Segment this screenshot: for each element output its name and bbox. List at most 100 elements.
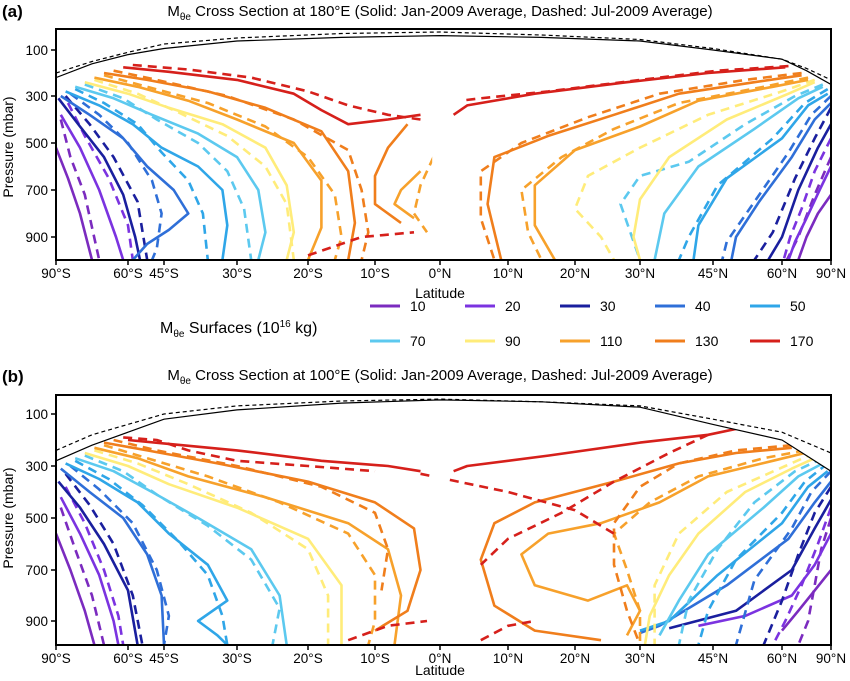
contour-40-jul-nh <box>734 470 831 645</box>
equator-gap <box>432 395 449 645</box>
contour-70-jan-nh <box>658 462 824 637</box>
contour-extra-1 <box>393 170 422 220</box>
x-tick-label: 0°N <box>429 651 452 666</box>
equator-gap <box>432 29 449 260</box>
contour-30-jan-nh <box>767 123 831 260</box>
contour-extra-1 <box>347 619 428 642</box>
contour-170-jul-sh <box>132 63 421 121</box>
x-tick-label: 0°N <box>429 266 452 281</box>
legend-label-90: 90 <box>505 333 521 349</box>
contour-50-jan-nh <box>692 92 829 260</box>
x-tick-label: 60°S <box>113 266 142 281</box>
panel-a-label: (a) <box>2 2 23 21</box>
contour-20-jul-nh <box>771 507 831 645</box>
legend-label-40: 40 <box>695 298 711 314</box>
contour-10-jan-nh <box>780 569 831 632</box>
panel-a-frame <box>55 28 832 261</box>
contour-30-jan-sh <box>57 97 142 260</box>
panel-b-xlabel: Latitude <box>415 662 465 678</box>
tropopause-jul <box>56 31 831 81</box>
contour-40-jul-sh <box>69 464 171 645</box>
x-tick-label: 60°S <box>113 651 142 666</box>
contour-130-jan-nh <box>486 74 802 260</box>
legend: Mθe Surfaces (1016 kg) 10 20 30 40 50 70 90 110… <box>160 298 814 349</box>
y-tick-label: 300 <box>25 459 48 474</box>
stratosphere-mask <box>56 395 831 472</box>
contour-170-jan-sh <box>123 66 421 126</box>
contour-50-jan-sh <box>65 462 229 645</box>
contour-90-jul-nh <box>653 451 816 645</box>
contour-50-jan-nh <box>639 470 829 632</box>
contour-110-jan-sh <box>94 76 323 260</box>
contour-10-jan-sh <box>56 533 96 645</box>
x-tick-label: 10°S <box>360 266 389 281</box>
panel-b-label: (b) <box>2 367 24 386</box>
contour-130-jul-sh <box>113 438 390 591</box>
x-tick-label: 90°N <box>816 266 846 281</box>
contour-170-jan-nh <box>452 66 786 116</box>
panel-a-ylabel: Pressure (mbar) <box>0 96 16 197</box>
legend-label-20: 20 <box>505 298 521 314</box>
panel-a-title: Mθe Cross Section at 180°E (Solid: Jan-2… <box>167 3 712 23</box>
contour-20-jul-sh <box>64 486 125 645</box>
legend-label-170: 170 <box>790 333 814 349</box>
x-tick-label: 90°S <box>41 651 70 666</box>
contour-90-jul-sh <box>94 449 330 645</box>
contour-20-jan-sh <box>59 114 125 260</box>
contour-10-jan-sh <box>56 147 94 260</box>
contour-130-jul-nh <box>612 443 792 645</box>
y-tick-label: 100 <box>25 407 48 422</box>
contour-40-jan-sh <box>59 467 166 645</box>
tropopause-jan <box>56 399 831 472</box>
legend-label-130: 130 <box>695 333 719 349</box>
contour-170-jul-sh <box>123 436 376 473</box>
contour-extra-0 <box>373 123 409 224</box>
contour-90-jul-sh <box>94 78 296 260</box>
panel-b: (b) Mθe Cross Section at 100°E (Solid: J… <box>0 367 846 678</box>
x-tick-label: 60°N <box>767 651 797 666</box>
contour-70-jul-sh <box>84 83 253 260</box>
y-tick-label: 900 <box>25 230 48 245</box>
contour-90-jan-nh <box>632 81 816 260</box>
contour-extra-2 <box>480 619 536 642</box>
contour-30-jul-sh <box>64 95 149 260</box>
x-tick-label: 10°N <box>493 651 523 666</box>
x-tick-label: 90°N <box>816 651 846 666</box>
panel-a-xlabel: Latitude <box>415 285 465 301</box>
contour-130-jul-sh <box>113 69 370 260</box>
x-tick-label: 45°N <box>698 266 728 281</box>
panel-b-ylabel: Pressure (mbar) <box>0 467 16 568</box>
contour-40-jul-sh <box>69 92 163 260</box>
panel-a: (a) Mθe Cross Section at 180°E (Solid: J… <box>0 2 846 301</box>
contour-30-jul-nh <box>753 107 831 260</box>
x-tick-label: 30°S <box>222 266 251 281</box>
contour-40-jul-nh <box>720 95 831 260</box>
y-tick-label: 100 <box>25 43 48 58</box>
legend-items: 10 20 30 40 50 70 90 110 130 170 <box>370 298 814 349</box>
contour-110-jul-nh <box>520 76 809 260</box>
x-tick-label: 20°S <box>293 651 322 666</box>
contour-130-jan-sh <box>103 441 422 632</box>
contour-110-jan-nh <box>533 78 809 260</box>
contour-40-jan-sh <box>60 94 190 260</box>
contour-50-jan-sh <box>65 90 229 260</box>
contour-10-jul-sh <box>59 119 101 260</box>
legend-title: Mθe Surfaces (1016 kg) <box>160 319 317 340</box>
x-tick-label: 20°S <box>293 266 322 281</box>
contour-70-jul-nh <box>677 457 824 645</box>
contour-110-jan-sh <box>94 446 403 645</box>
contour-170-jul-nh <box>460 64 789 102</box>
panel-b-plot-area <box>56 395 831 645</box>
x-tick-label: 45°S <box>149 266 178 281</box>
contour-20-jul-sh <box>66 102 135 260</box>
contour-110-jul-sh <box>103 74 343 260</box>
x-tick-label: 90°S <box>41 266 70 281</box>
contour-extra-0 <box>420 472 615 535</box>
panel-b-y-ticks: 100 300 500 700 900 <box>25 407 56 629</box>
contour-30-jul-nh <box>762 486 831 645</box>
y-tick-label: 700 <box>25 183 48 198</box>
x-tick-label: 45°N <box>698 651 728 666</box>
contour-110-jul-sh <box>103 443 377 645</box>
contour-50-jul-sh <box>74 459 229 645</box>
